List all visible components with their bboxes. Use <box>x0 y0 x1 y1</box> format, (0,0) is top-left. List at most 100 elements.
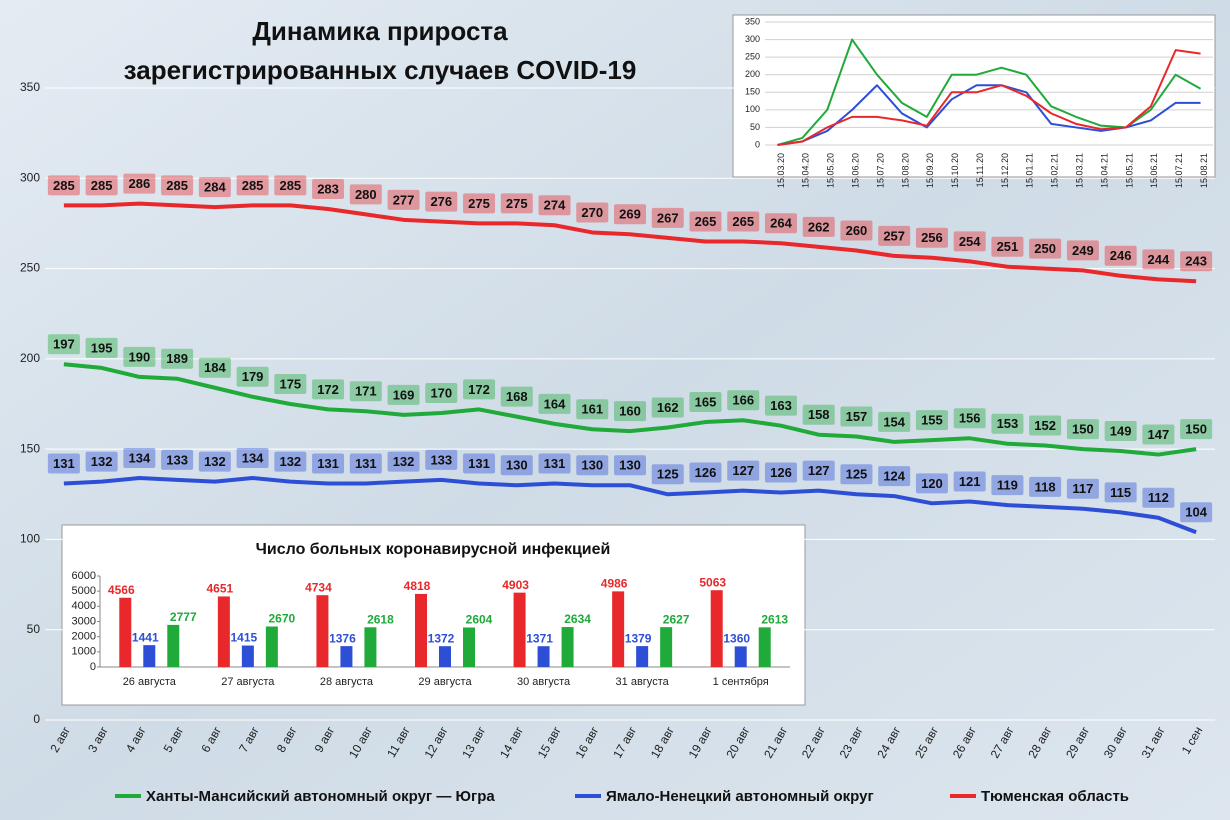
data-label-bg <box>689 211 722 232</box>
data-label-bg <box>576 399 609 420</box>
data-label-bg <box>274 175 307 196</box>
data-label-bg <box>991 236 1024 257</box>
data-label: 130 <box>619 458 641 473</box>
data-label: 2777 <box>170 610 197 624</box>
data-label: 260 <box>846 223 868 238</box>
data-label-bg <box>953 471 986 492</box>
x-tick-label: 15.08.20 <box>900 153 910 188</box>
data-label-bg <box>878 411 911 432</box>
data-label-bg <box>198 177 231 198</box>
data-label: 274 <box>544 198 566 213</box>
data-label: 120 <box>921 476 943 491</box>
x-tick-label: 28 августа <box>320 676 374 688</box>
data-label-bg <box>47 175 80 196</box>
x-tick-label: 15.12.20 <box>1000 153 1010 188</box>
data-label-bg <box>689 392 722 413</box>
x-tick-label: 15.01.21 <box>1025 153 1035 188</box>
data-label: 117 <box>1072 481 1093 496</box>
data-label: 126 <box>695 465 717 480</box>
data-label: 161 <box>581 402 603 417</box>
data-label: 243 <box>1185 254 1207 269</box>
data-label: 1379 <box>625 631 652 645</box>
data-label-bg <box>614 401 646 422</box>
data-label-bg <box>915 410 948 431</box>
data-label: 132 <box>279 454 301 469</box>
data-label: 264 <box>770 216 792 231</box>
data-label: 125 <box>846 467 868 482</box>
y-tick-label: 3000 <box>72 615 96 627</box>
data-label: 250 <box>1034 241 1056 256</box>
x-tick-label: 15.04.20 <box>801 153 811 188</box>
data-label: 1376 <box>329 631 356 645</box>
data-label: 157 <box>846 409 868 424</box>
data-label: 2627 <box>663 612 690 626</box>
data-label-bg <box>85 451 118 472</box>
data-label-bg <box>1104 482 1137 503</box>
data-label: 132 <box>393 454 415 469</box>
data-label: 131 <box>355 456 377 471</box>
data-label-bg <box>1142 249 1175 270</box>
data-label: 1360 <box>723 632 750 646</box>
bar <box>167 624 180 667</box>
data-label-bg <box>312 178 345 199</box>
data-label: 147 <box>1148 427 1170 442</box>
data-label: 121 <box>959 474 981 489</box>
bar <box>758 627 771 667</box>
legend-label: Ямало-Ненецкий автономный округ <box>606 788 874 805</box>
data-label: 262 <box>808 219 830 234</box>
data-label-bg <box>425 449 458 470</box>
data-label-bg <box>463 453 496 474</box>
data-label: 170 <box>430 385 452 400</box>
y-tick-label: 6000 <box>72 570 96 582</box>
data-label-bg <box>387 189 420 210</box>
y-tick-label: 0 <box>755 139 760 149</box>
data-label-bg <box>463 193 496 214</box>
bar <box>612 591 625 667</box>
data-label: 169 <box>393 387 415 402</box>
bar <box>316 595 329 667</box>
data-label-bg <box>236 366 269 387</box>
x-tick-label: 15.02.21 <box>1050 153 1060 188</box>
legend-label: Тюменская область <box>981 788 1129 805</box>
data-label-bg <box>764 213 797 234</box>
data-label: 4651 <box>207 582 234 596</box>
data-label-bg <box>953 231 986 252</box>
y-tick-label: 0 <box>90 661 96 673</box>
data-label-bg <box>802 460 835 481</box>
y-tick-label: 150 <box>745 87 760 97</box>
series-line <box>63 362 1197 457</box>
data-label: 134 <box>129 450 151 465</box>
data-label: 4986 <box>601 577 628 591</box>
y-tick-label: 50 <box>27 622 41 636</box>
data-label-bg <box>1180 502 1213 523</box>
y-tick-label: 0 <box>33 712 40 726</box>
data-label-bg <box>425 383 458 404</box>
bar <box>561 627 574 667</box>
data-label: 285 <box>242 178 264 193</box>
data-label: 4734 <box>305 580 332 594</box>
x-tick-label: 15.07.21 <box>1174 153 1184 188</box>
data-label-bg <box>1180 251 1213 272</box>
data-label: 275 <box>468 196 490 211</box>
data-label-bg <box>463 379 496 400</box>
data-label-bg <box>915 227 948 248</box>
y-tick-label: 150 <box>20 441 40 455</box>
data-label-bg <box>312 379 345 400</box>
data-label: 257 <box>883 228 905 243</box>
x-tick-label: 15.10.20 <box>950 153 960 188</box>
data-label-bg <box>161 175 194 196</box>
data-label: 246 <box>1110 248 1132 263</box>
data-label-bg <box>802 404 835 425</box>
data-label: 130 <box>581 458 603 473</box>
chart-title: зарегистрированных случаев COVID-19 <box>124 55 637 85</box>
data-label-bg <box>236 175 269 196</box>
data-label: 254 <box>959 234 981 249</box>
data-label: 119 <box>997 478 1018 493</box>
data-label-bg <box>840 464 873 485</box>
data-label-bg <box>312 453 345 474</box>
bar <box>364 627 377 667</box>
data-label: 155 <box>921 413 943 428</box>
y-tick-label: 300 <box>745 34 760 44</box>
bar <box>537 646 550 667</box>
y-tick-label: 300 <box>20 170 40 184</box>
